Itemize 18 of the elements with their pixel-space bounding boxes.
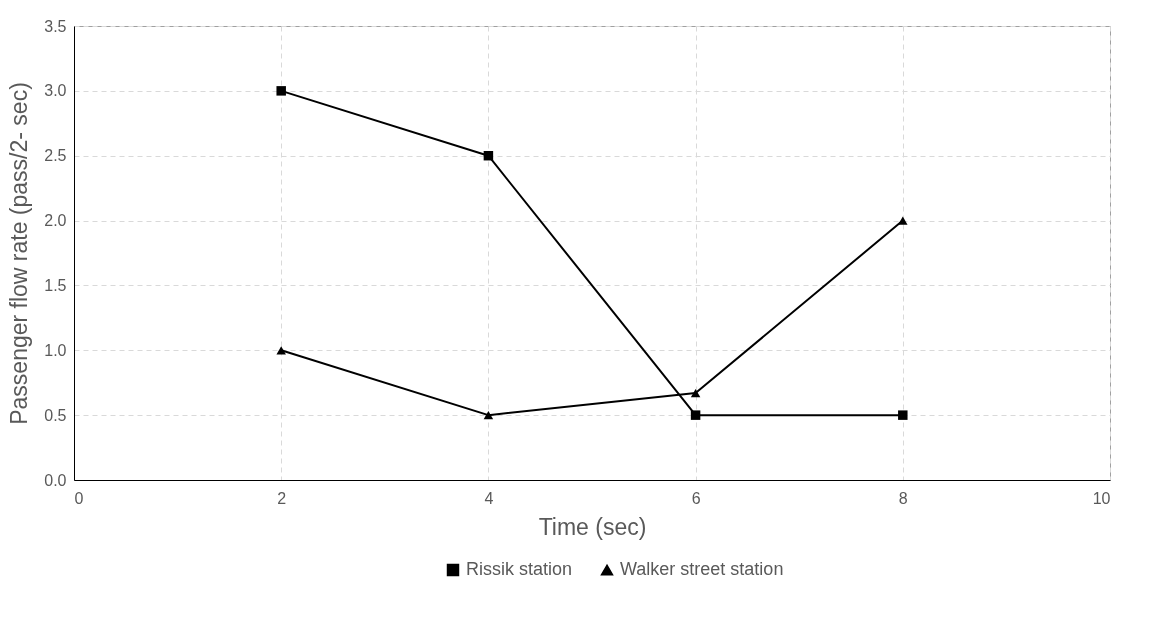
y-axis-title: Passenger flow rate (pass/2- sec) [6, 82, 33, 425]
y-tick-label: 3.0 [44, 82, 67, 100]
x-tick-label: 2 [277, 489, 287, 507]
y-tick-label: 2.5 [44, 147, 67, 165]
x-tick-label: 8 [898, 489, 908, 507]
x-tick-label: 0 [74, 489, 84, 507]
y-tick-label: 1.0 [44, 341, 67, 359]
legend-label: Walker street station [620, 559, 784, 579]
x-axis-title: Time (sec) [538, 513, 647, 540]
legend-label: Rissik station [466, 559, 573, 579]
y-tick-label: 0.5 [44, 406, 67, 424]
y-tick-label: 1.5 [44, 276, 67, 294]
y-tick-label: 2.0 [44, 212, 67, 230]
x-tick-label: 4 [484, 489, 494, 507]
y-tick-label: 0.0 [44, 471, 67, 489]
x-tick-label: 6 [691, 489, 701, 507]
x-tick-label: 10 [1092, 489, 1111, 507]
y-tick-label: 3.5 [44, 17, 67, 35]
